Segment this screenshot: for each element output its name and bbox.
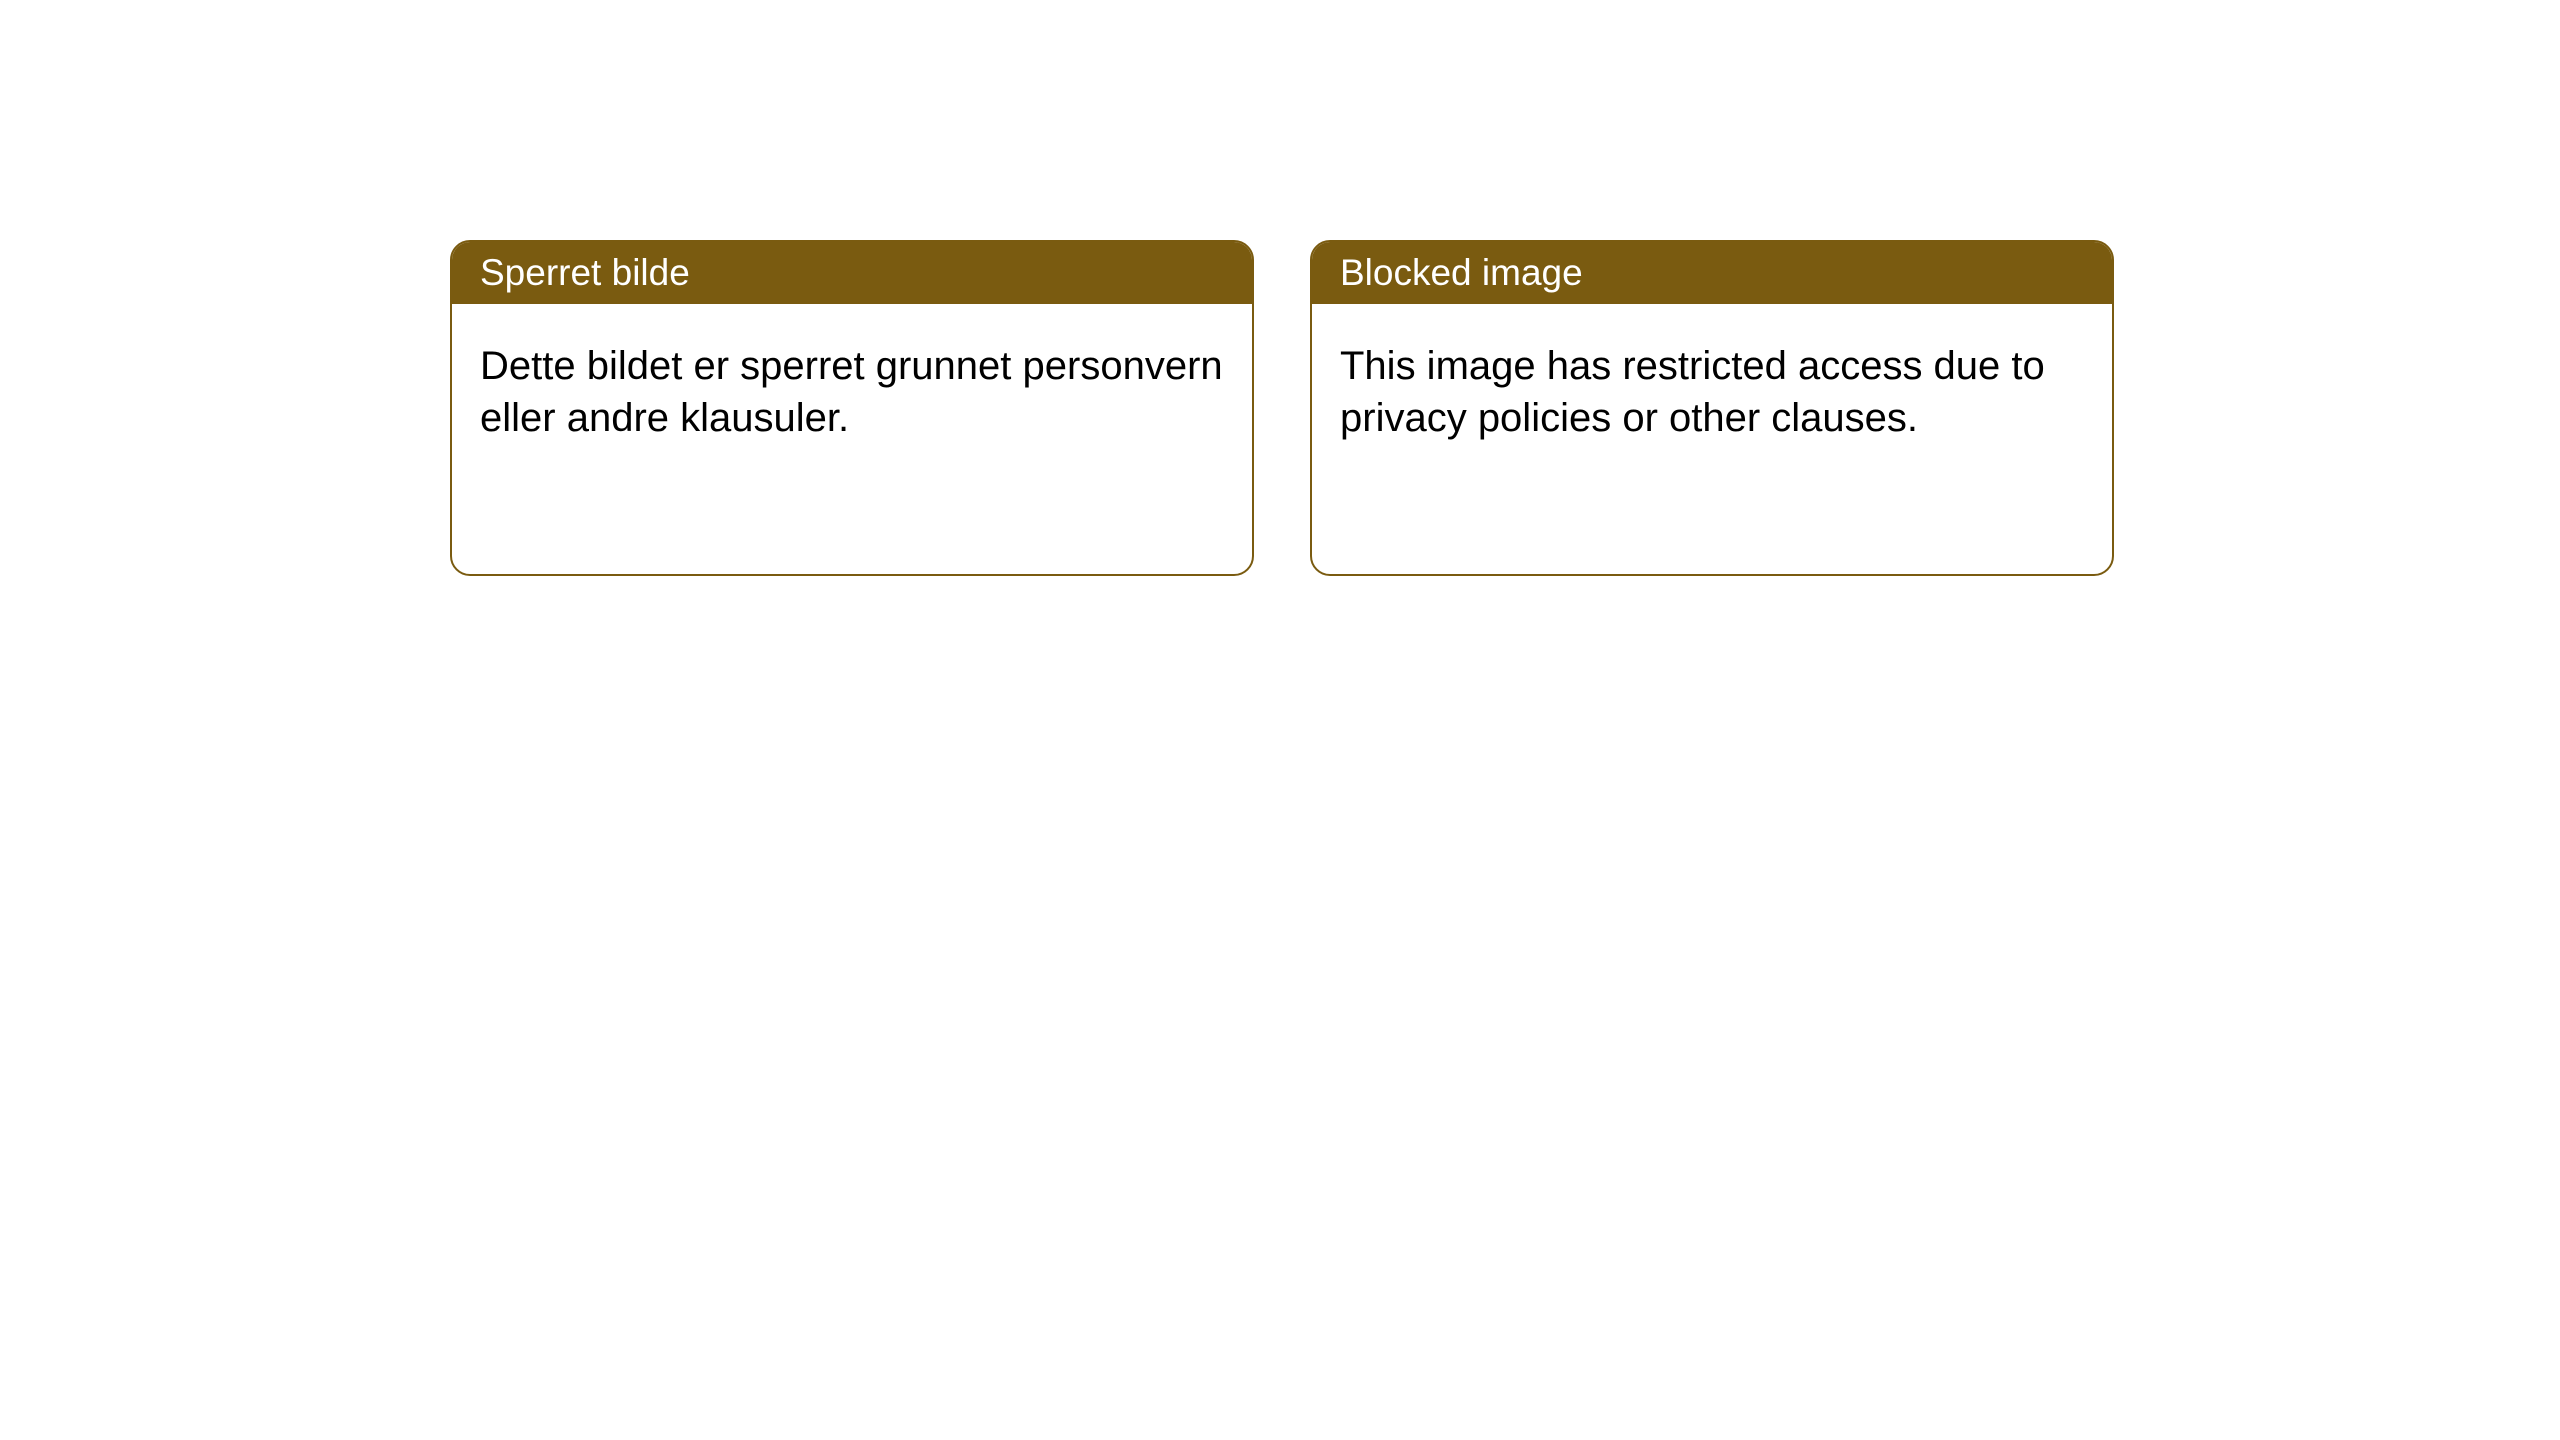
card-header: Blocked image [1312,242,2112,304]
card-header: Sperret bilde [452,242,1252,304]
card-body: Dette bildet er sperret grunnet personve… [452,304,1252,480]
blocked-image-card-english: Blocked image This image has restricted … [1310,240,2114,576]
card-body: This image has restricted access due to … [1312,304,2112,480]
blocked-image-card-norwegian: Sperret bilde Dette bildet er sperret gr… [450,240,1254,576]
cards-container: Sperret bilde Dette bildet er sperret gr… [0,0,2560,576]
